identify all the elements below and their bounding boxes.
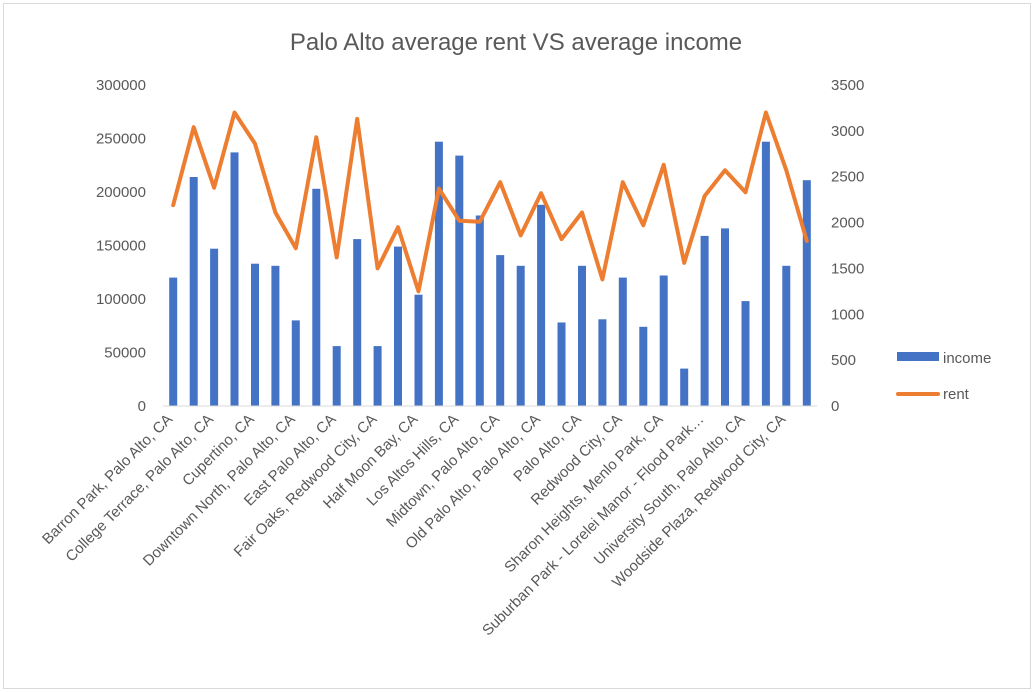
income-bar: [516, 265, 525, 406]
right-axis-tick-label: 2000: [831, 215, 864, 232]
income-bar: [373, 346, 382, 406]
income-bar: [802, 180, 811, 406]
income-bar: [761, 141, 770, 406]
income-bar: [353, 239, 362, 406]
right-axis-tick-label: 500: [831, 352, 856, 369]
left-axis-tick-label: 200000: [96, 184, 146, 201]
income-bar: [598, 319, 607, 406]
right-axis-tick-label: 3500: [831, 77, 864, 94]
income-bar: [455, 155, 464, 406]
left-axis-tick-label: 300000: [96, 77, 146, 94]
income-bar: [680, 368, 689, 406]
rent-line-group: [171, 110, 809, 294]
legend-income-label: income: [943, 350, 991, 367]
income-bar: [741, 301, 750, 406]
income-bar: [210, 248, 219, 406]
income-bar: [496, 255, 505, 406]
right-axis-tick-label: 3000: [831, 123, 864, 140]
left-axis-tick-label: 100000: [96, 291, 146, 308]
left-axis-tick-label: 50000: [104, 345, 146, 362]
income-bar: [782, 265, 791, 406]
income-bars: [169, 141, 811, 406]
income-bar: [394, 246, 402, 406]
income-bar: [230, 152, 239, 406]
income-bar: [291, 320, 300, 406]
income-bar: [659, 275, 668, 406]
right-axis-tick-label: 1500: [831, 260, 864, 277]
income-bar: [312, 188, 321, 406]
left-axis-tick-label: 0: [138, 398, 146, 415]
income-bar: [700, 235, 709, 406]
income-bar: [251, 263, 259, 406]
left-axis-tick-label: 250000: [96, 131, 146, 148]
income-bar: [475, 215, 484, 406]
rent-line: [171, 110, 809, 294]
right-axis-ticks: 0 500 1000 1500 2000 2500 3000 3500: [831, 77, 864, 415]
category-label: University South, Palo Alto, CA: [591, 411, 749, 569]
income-bar: [434, 141, 443, 406]
right-axis-tick-label: 1000: [831, 306, 864, 323]
income-bar: [618, 277, 627, 406]
income-bar: [537, 204, 546, 406]
right-axis-tick-label: 2500: [831, 169, 864, 186]
income-bar: [557, 322, 566, 406]
income-bar: [169, 277, 178, 406]
legend: income rent: [896, 350, 991, 403]
left-axis-ticks: 0 50000 100000 150000 200000 250000 300000: [96, 77, 146, 415]
legend-income-swatch: [897, 352, 939, 361]
income-bar: [414, 294, 423, 406]
income-bar: [189, 177, 198, 406]
legend-rent-label: rent: [943, 386, 970, 403]
chart-title: Palo Alto average rent VS average income: [290, 29, 742, 56]
income-bar: [639, 326, 648, 406]
income-bar: [578, 265, 586, 406]
income-bar: [271, 265, 280, 406]
income-bar: [721, 228, 729, 406]
income-bar: [332, 346, 341, 406]
right-axis-tick-label: 0: [831, 398, 839, 415]
left-axis-tick-label: 150000: [96, 238, 146, 255]
